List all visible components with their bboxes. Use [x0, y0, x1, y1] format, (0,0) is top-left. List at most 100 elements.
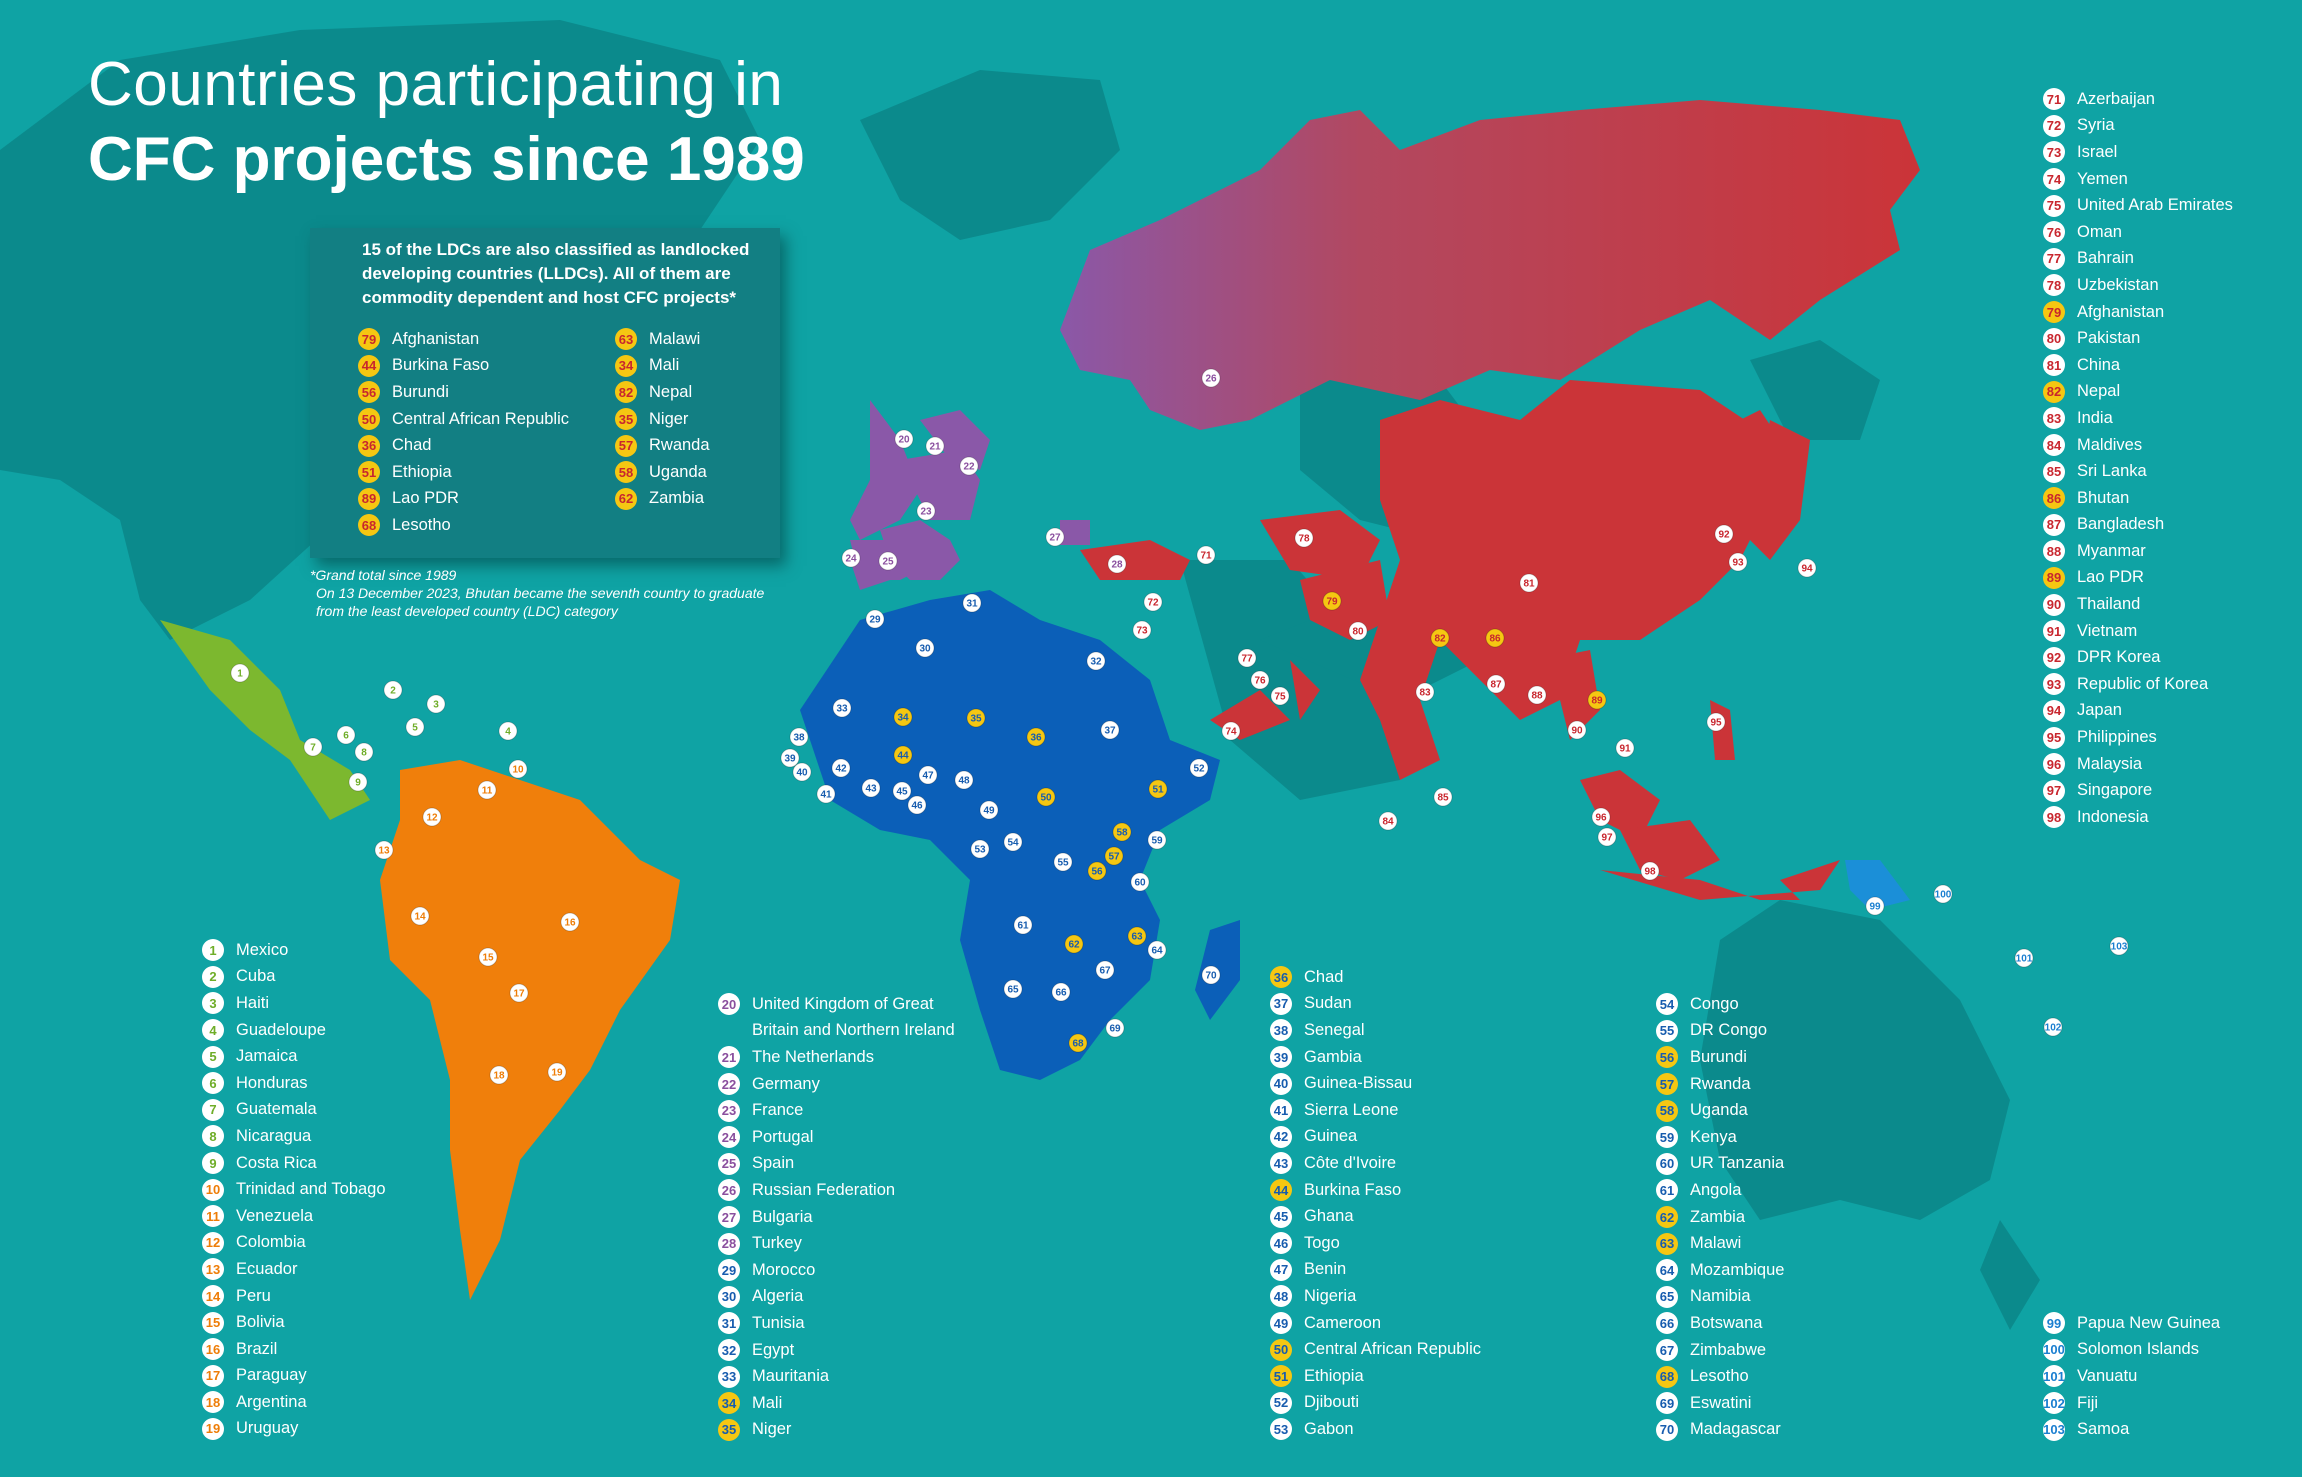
map-marker: 16: [560, 912, 580, 932]
legend-item: 30 Algeria: [718, 1284, 955, 1311]
marker-circle: [894, 429, 914, 449]
country-name: Chad: [1304, 967, 1344, 986]
country-name: Sierra Leone: [1304, 1100, 1399, 1119]
country-name: Togo: [1304, 1233, 1340, 1252]
country-name: Mauritania: [752, 1367, 830, 1386]
legend-item: 22 Germany: [718, 1071, 955, 1098]
marker-circle: [966, 708, 986, 728]
legend-item: 15 Bolivia: [202, 1309, 386, 1336]
country-name: Vanuatu: [2077, 1366, 2138, 1385]
marker-number: 34: [897, 713, 909, 724]
legend-item: 32 Egypt: [718, 1337, 955, 1364]
marker-number: 97: [1601, 833, 1613, 844]
map-marker: 54: [1003, 832, 1023, 852]
country-name: Peru: [236, 1286, 271, 1305]
marker-circle: [792, 762, 812, 782]
number-badge: 18: [202, 1391, 224, 1414]
number-badge: 85: [2043, 460, 2065, 483]
country-name: United Kingdom of Great: [752, 994, 934, 1013]
legend-item: 26 Russian Federation: [718, 1177, 955, 1204]
number-badge: 12: [202, 1231, 224, 1254]
map-marker: 87: [1486, 674, 1506, 694]
marker-number: 60: [1134, 878, 1146, 889]
map-marker: 43: [861, 778, 881, 798]
legend-item: 78 Uzbekistan: [2043, 272, 2233, 299]
marker-number: 3: [433, 700, 439, 711]
number-badge: 23: [718, 1099, 740, 1122]
number-badge: 67: [1656, 1339, 1678, 1362]
number-badge: 17: [202, 1364, 224, 1387]
number-badge: 10: [202, 1178, 224, 1201]
map-marker: 21: [925, 436, 945, 456]
marker-circle: [1728, 552, 1748, 572]
legend-item: 35 Niger: [615, 406, 710, 433]
marker-number: 30: [919, 644, 931, 655]
map-marker: 81: [1519, 573, 1539, 593]
marker-circle: [832, 698, 852, 718]
map-marker: 102: [2043, 1017, 2063, 1037]
marker-circle: [508, 759, 528, 779]
marker-circle: [1270, 686, 1290, 706]
map-marker: 82: [1430, 628, 1450, 648]
legend-item: 51 Ethiopia: [1270, 1363, 1481, 1390]
marker-circle: [970, 839, 990, 859]
country-name: Algeria: [752, 1287, 804, 1306]
legend-item: 1 Mexico: [202, 937, 386, 964]
marker-number: 37: [1104, 726, 1116, 737]
map-marker: 59: [1147, 830, 1167, 850]
number-badge: 82: [2043, 380, 2065, 403]
number-badge: 30: [718, 1285, 740, 1308]
country-name: Yemen: [2077, 169, 2128, 188]
map-marker: 35: [966, 708, 986, 728]
country-name: Rwanda: [649, 436, 710, 455]
legend-item: 82 Nepal: [2043, 379, 2233, 406]
number-badge: 81: [2043, 354, 2065, 377]
country-name: United Arab Emirates: [2077, 196, 2233, 215]
legend-item: 7 Guatemala: [202, 1097, 386, 1124]
country-name: Mozambique: [1690, 1260, 1785, 1279]
country-name: Gabon: [1304, 1419, 1354, 1438]
marker-circle: [816, 784, 836, 804]
map-marker: 95: [1706, 712, 1726, 732]
marker-circle: [979, 800, 999, 820]
map-marker: 90: [1567, 720, 1587, 740]
country-name: Portugal: [752, 1127, 814, 1146]
country-name: Guatemala: [236, 1100, 317, 1119]
country-name: Singapore: [2077, 781, 2153, 800]
number-badge: 72: [2043, 114, 2065, 137]
legend-item: 36 Chad: [358, 432, 569, 459]
map-marker: 14: [410, 906, 430, 926]
marker-circle: [1933, 884, 1953, 904]
country-name: Niger: [752, 1420, 792, 1439]
marker-circle: [405, 717, 425, 737]
number-badge: 51: [1270, 1365, 1292, 1388]
legend-item: 47 Benin: [1270, 1257, 1481, 1284]
marker-number: 67: [1099, 966, 1111, 977]
legend-item: 2 Cuba: [202, 964, 386, 991]
map-marker: 40: [792, 762, 812, 782]
number-badge: 97: [2043, 779, 2065, 802]
map-marker: 30: [915, 638, 935, 658]
number-badge: 74: [2043, 168, 2065, 191]
number-badge: 68: [1656, 1365, 1678, 1388]
legend-item: 17 Paraguay: [202, 1363, 386, 1390]
country-name: Syria: [2077, 116, 2115, 135]
country-name: The Netherlands: [752, 1047, 874, 1066]
marker-circle: [1189, 758, 1209, 778]
marker-circle: [477, 780, 497, 800]
map-marker: 38: [789, 727, 809, 747]
number-badge: 86: [2043, 487, 2065, 510]
marker-circle: [2014, 948, 2034, 968]
legend-item: 36 Chad: [1270, 964, 1481, 991]
marker-number: 56: [1091, 867, 1103, 878]
number-badge: 36: [358, 434, 380, 457]
marker-number: 50: [1040, 793, 1052, 804]
marker-circle: [426, 694, 446, 714]
country-name: Central African Republic: [392, 409, 570, 428]
number-badge: 64: [1656, 1259, 1678, 1282]
lldc-list-col1: 79 Afghanistan 44 Burkina Faso 56 Burundi 50 Ce…: [358, 326, 569, 539]
legend-europe: 20 United Kingdom of Great Britain and Nor…: [718, 991, 955, 1443]
map-marker: 74: [1221, 721, 1241, 741]
legend-item: 94 Japan: [2043, 698, 2233, 725]
legend-item: 58 Uganda: [1656, 1097, 1784, 1124]
